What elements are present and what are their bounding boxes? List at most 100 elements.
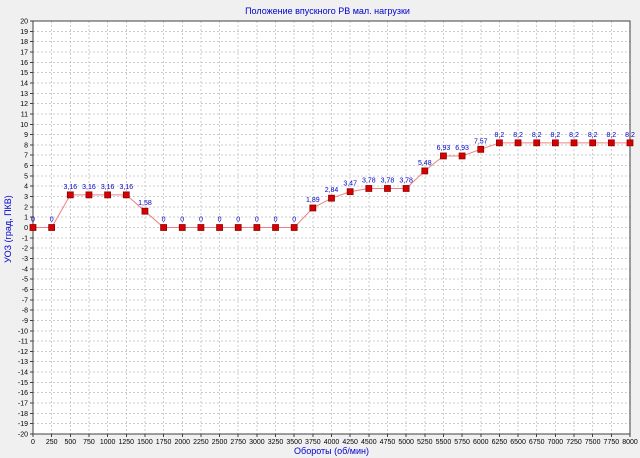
y-tick-label: 2 [24,204,28,211]
y-tick-label: 7 [24,153,28,160]
data-point-marker[interactable] [104,191,111,199]
data-point-marker[interactable] [384,185,391,192]
x-tick-label: 750 [83,439,95,446]
y-tick-label: -7 [22,297,28,304]
x-tick-label: 2000 [174,439,190,446]
data-point-marker[interactable] [402,185,410,192]
y-tick-label: -8 [22,308,28,315]
data-point-marker[interactable] [496,139,503,147]
data-point-marker[interactable] [514,139,522,147]
x-tick-label: 3000 [249,439,265,446]
data-point-marker[interactable] [309,204,317,212]
y-tick-label: -13 [18,359,28,366]
data-point-marker[interactable] [290,224,298,231]
x-axis-title: Обороты (об/мин) [294,446,369,456]
x-tick-label: 3250 [268,439,284,446]
data-point-marker[interactable] [626,139,634,147]
data-point-marker[interactable] [607,139,615,147]
data-point-marker[interactable] [458,152,466,160]
x-tick-label: 7250 [566,439,582,446]
x-tick-label: 0 [31,439,35,446]
data-point-label: 8,2 [606,132,616,139]
data-point-label: 8,2 [625,132,635,139]
y-tick-label: -11 [18,339,28,346]
y-tick-label: -17 [18,401,28,408]
x-tick-label: 5250 [417,439,433,446]
y-tick-label: 15 [20,70,28,77]
data-point-marker[interactable] [66,191,74,199]
data-point-label: 8,2 [513,132,523,139]
x-tick-label: 250 [46,439,58,446]
y-tick-label: -9 [22,318,28,325]
y-tick-label: -4 [22,266,28,273]
data-point-label: 3,47 [343,181,357,188]
data-point-marker[interactable] [570,139,578,147]
x-tick-label: 7750 [604,439,620,446]
y-tick-label: -6 [22,287,28,294]
data-point-label: 0 [180,217,184,224]
data-point-marker[interactable] [477,145,485,153]
x-tick-label: 6250 [492,439,508,446]
data-point-marker[interactable] [552,139,559,147]
x-tick-label: 3750 [305,439,321,446]
y-tick-label: 14 [20,80,28,87]
data-point-label: 8,2 [569,132,579,139]
x-tick-label: 2250 [193,439,209,446]
x-tick-label: 6000 [473,439,489,446]
data-point-marker[interactable] [160,224,167,231]
y-tick-label: 3 [24,194,28,201]
data-point-marker[interactable] [85,191,93,199]
data-point-marker[interactable] [272,224,279,231]
data-point-label: 0 [292,217,296,224]
data-point-label: 0 [31,217,35,224]
x-tick-label: 1500 [137,439,153,446]
data-point-marker[interactable] [365,185,373,192]
y-tick-label: 10 [20,122,28,129]
data-point-marker[interactable] [48,224,56,231]
y-tick-label: 16 [20,60,28,67]
data-point-label: 0 [218,217,222,224]
x-tick-label: 2500 [212,439,228,446]
data-point-label: 3,16 [119,184,133,191]
y-tick-label: -3 [22,256,28,263]
data-point-label: 6,93 [437,145,451,152]
data-point-marker[interactable] [216,224,223,231]
y-tick-label: 4 [24,184,28,191]
x-tick-label: 4750 [380,439,396,446]
data-point-marker[interactable] [346,188,354,196]
x-tick-label: 8000 [622,439,638,446]
data-point-label: 0 [199,217,203,224]
data-point-marker[interactable] [234,224,242,231]
data-point-marker[interactable] [589,139,597,147]
data-point-label: 1,58 [138,200,152,207]
x-tick-label: 1000 [100,439,116,446]
y-tick-label: 12 [20,101,28,108]
y-tick-label: 17 [20,49,28,56]
data-point-label: 0 [236,217,240,224]
y-tick-label: -16 [18,390,28,397]
data-point-marker[interactable] [421,167,429,175]
data-point-marker[interactable] [253,224,261,231]
data-point-marker[interactable] [197,224,205,231]
y-tick-label: -5 [22,277,28,284]
y-tick-label: 5 [24,173,28,180]
x-tick-label: 500 [64,439,76,446]
data-point-marker[interactable] [141,207,149,215]
x-tick-label: 5000 [398,439,414,446]
x-tick-label: 6500 [510,439,526,446]
y-tick-label: -18 [18,411,28,418]
data-point-marker[interactable] [178,224,186,231]
y-tick-label: 6 [24,163,28,170]
y-tick-label: 0 [24,225,28,232]
data-point-marker[interactable] [440,152,447,160]
data-point-marker[interactable] [533,139,541,147]
data-point-marker[interactable] [122,191,130,199]
data-point-marker[interactable] [29,224,37,231]
data-point-marker[interactable] [328,194,335,202]
data-point-label: 0 [274,217,278,224]
x-tick-label: 3500 [286,439,302,446]
y-tick-label: 13 [20,91,28,98]
x-tick-label: 5500 [436,439,452,446]
data-point-label: 1,89 [306,197,320,204]
y-tick-label: 18 [20,39,28,46]
